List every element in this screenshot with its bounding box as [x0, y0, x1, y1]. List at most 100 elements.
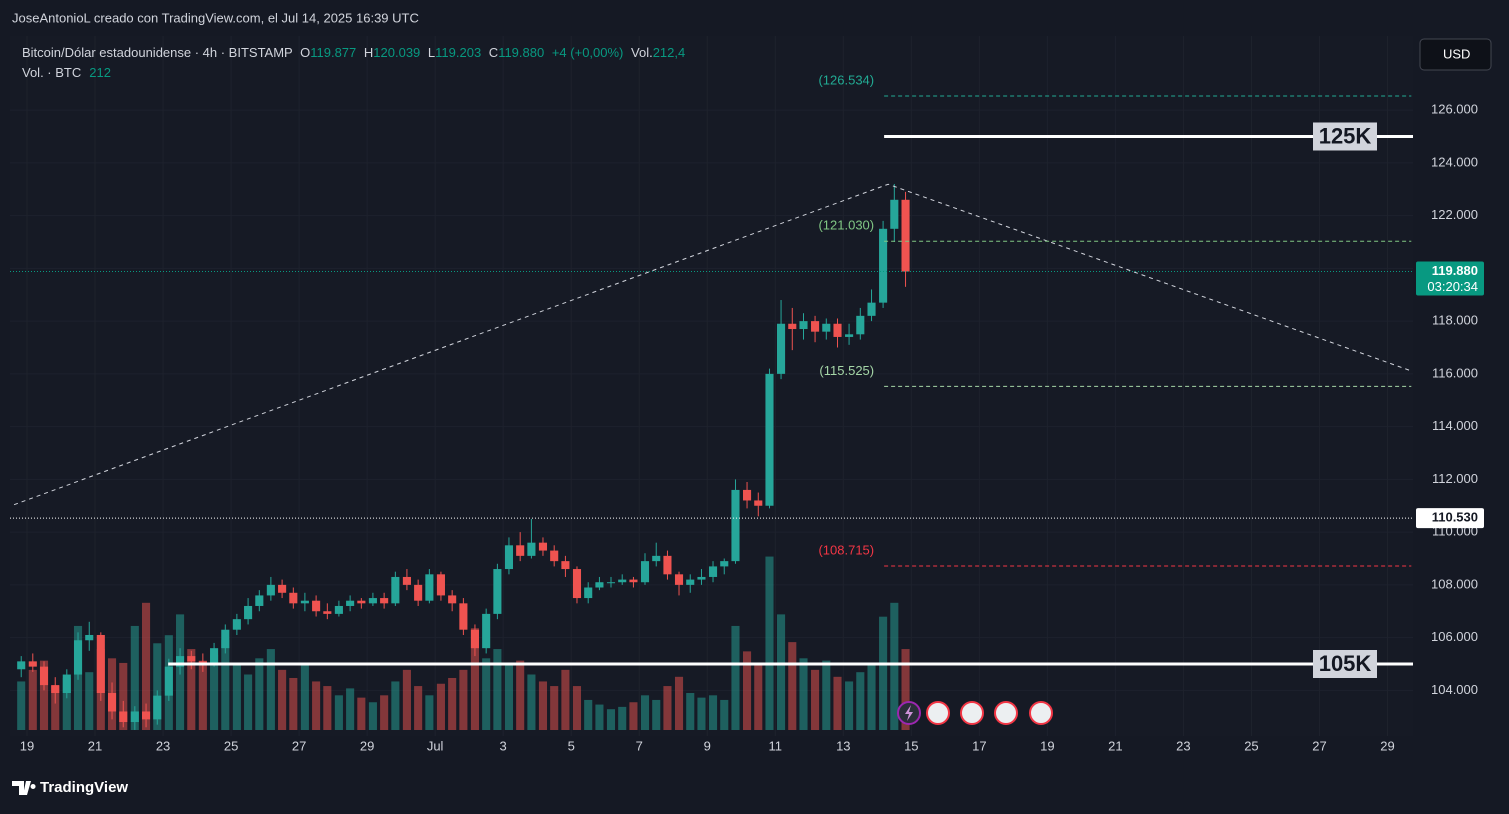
volume-bar — [516, 660, 525, 730]
volume-bar — [629, 702, 638, 730]
candle-body — [493, 569, 502, 614]
candle-body — [391, 576, 400, 604]
candle-body — [890, 199, 899, 229]
event-glyph — [905, 705, 913, 721]
c-key: C — [489, 45, 498, 60]
candle-body — [312, 600, 321, 612]
volume-bar — [334, 695, 343, 730]
candle-body — [777, 323, 786, 374]
candle-body — [368, 598, 377, 604]
candle-body — [652, 555, 661, 562]
candle-body — [674, 574, 684, 585]
candle-body — [856, 315, 865, 335]
volume-bar — [153, 643, 162, 730]
volume-bar — [652, 699, 661, 730]
volume-bar — [391, 681, 400, 730]
volume-bar — [595, 704, 604, 730]
x-tick-label: 3 — [500, 738, 507, 753]
candle-body — [595, 582, 604, 588]
fib-label: (126.534) — [818, 72, 874, 87]
currency-button[interactable] — [1419, 38, 1492, 71]
candle-body — [538, 542, 548, 551]
volume-bar — [606, 709, 616, 730]
volume-bar — [346, 688, 355, 730]
volume-bar — [210, 654, 219, 730]
candle-body — [901, 199, 910, 272]
volume-bar — [504, 665, 514, 730]
volume-bar — [470, 628, 479, 730]
event-icon[interactable] — [960, 701, 984, 725]
candle-body — [731, 489, 740, 562]
candle-body — [176, 656, 185, 667]
candle-body — [96, 634, 105, 694]
volume-bar — [754, 665, 763, 730]
candle-body — [73, 640, 83, 675]
volume-bar — [788, 642, 797, 730]
candle-body — [606, 582, 616, 584]
candle-body — [266, 584, 275, 596]
volume-bar — [561, 669, 570, 730]
y-tick-label: 106.000 — [1431, 629, 1478, 644]
candle-body — [187, 656, 196, 662]
countdown: 03:20:34 — [1427, 279, 1478, 294]
event-icon[interactable] — [994, 701, 1018, 725]
x-tick-label: 11 — [769, 738, 783, 753]
candle-body — [879, 228, 888, 303]
event-icon[interactable] — [926, 701, 950, 725]
volume-bar — [62, 677, 71, 730]
x-tick-label: Jul — [427, 738, 444, 753]
x-tick-label: 29 — [360, 738, 374, 753]
l-key: L — [428, 45, 435, 60]
c: 119.880 — [498, 45, 544, 60]
fib-label: (115.525) — [819, 363, 874, 378]
volume-bar — [266, 649, 275, 730]
volume-bar — [244, 674, 253, 730]
change: +4 (+0,00%) — [552, 45, 624, 60]
volume-bar — [119, 662, 128, 730]
plot: (126.534) (121.030) (115.525) (108.715) — [10, 72, 1413, 730]
candle-body — [799, 321, 808, 330]
candle-body — [51, 685, 60, 694]
o: 119.877 — [310, 45, 356, 60]
candle-body — [867, 302, 876, 316]
volume-bar — [799, 658, 808, 730]
x-tick-label: 29 — [1380, 738, 1394, 753]
vol: 212,4 — [653, 45, 686, 60]
event-icon[interactable] — [1029, 701, 1053, 725]
brand: TradingView — [40, 779, 128, 796]
candle-body — [142, 711, 151, 720]
y-tick-label: 116.000 — [1432, 365, 1478, 380]
volume-bar — [232, 665, 241, 730]
level-tag — [1313, 122, 1377, 151]
fib-label: (121.030) — [818, 218, 874, 233]
level-tag — [1313, 649, 1377, 678]
volume-bar — [28, 669, 37, 730]
level-label: 125K — [1319, 123, 1372, 148]
candle-body — [845, 334, 854, 337]
candle-body — [822, 323, 831, 332]
candle-body — [300, 600, 309, 604]
vol-title: Vol. · BTC — [22, 65, 81, 80]
volume-bar — [323, 686, 332, 730]
volume-bar — [811, 669, 820, 730]
candle-body — [708, 566, 718, 577]
candle-body — [425, 574, 434, 601]
x-tick-label: 9 — [704, 738, 711, 753]
volume-bar — [731, 625, 740, 730]
x-tick-label: 5 — [568, 738, 575, 753]
currency[interactable]: USD — [1443, 46, 1470, 61]
x-tick-label: 23 — [156, 738, 170, 753]
candle-body — [346, 600, 355, 606]
candle-body — [459, 603, 468, 630]
candle-body — [516, 545, 525, 556]
volume-bar — [17, 681, 26, 730]
x-tick-label: 25 — [224, 738, 238, 753]
volume-bar — [255, 658, 264, 730]
x-tick-label: 13 — [836, 738, 850, 753]
candle-body — [811, 321, 820, 332]
volume-bar — [584, 699, 593, 730]
candle-body — [833, 323, 842, 337]
candle-body — [663, 555, 672, 575]
candle-body — [572, 569, 582, 599]
